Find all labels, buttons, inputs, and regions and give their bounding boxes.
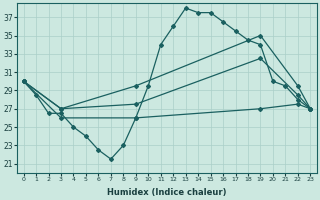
X-axis label: Humidex (Indice chaleur): Humidex (Indice chaleur) [107, 188, 227, 197]
